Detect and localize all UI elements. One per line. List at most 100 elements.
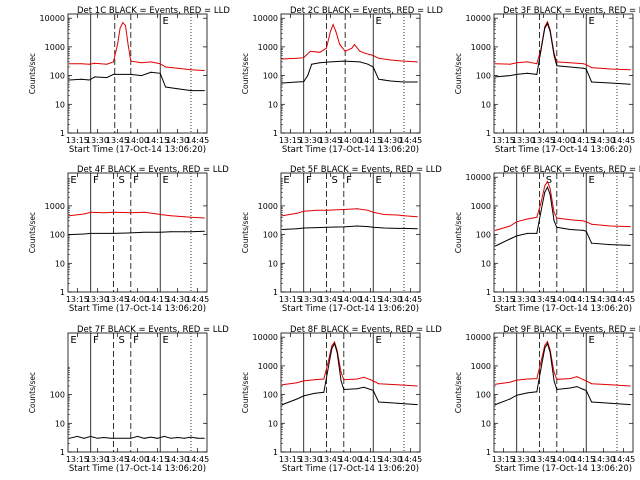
data-point-events: [281, 229, 283, 230]
x-tick-label: 14:00: [552, 455, 575, 464]
data-point-events: [526, 232, 528, 234]
data-point-lld: [591, 223, 593, 225]
data-point-events: [553, 220, 555, 222]
data-point-events: [159, 72, 161, 74]
data-point-events: [629, 83, 631, 85]
segment-label: E: [589, 335, 595, 346]
data-point-events: [190, 90, 192, 92]
data-point-lld: [526, 378, 528, 380]
x-axis-label: Start Time (17-Oct-14 13:06:20): [69, 304, 206, 314]
x-tick-label: 14:30: [166, 295, 189, 304]
plot-frame: [67, 332, 208, 453]
x-tick-label: 14:15: [146, 136, 169, 145]
y-tick-label: 100: [263, 72, 278, 81]
chart-title: Det 5F BLACK = Events, RED = LLD: [290, 165, 442, 175]
y-tick-label: 10000: [466, 333, 491, 342]
data-point-lld: [159, 63, 161, 65]
x-tick-label: 14:15: [572, 455, 595, 464]
x-tick-label: 14:00: [126, 455, 149, 464]
y-tick-label: 100: [50, 231, 65, 240]
data-point-lld: [516, 379, 518, 381]
data-point-lld: [351, 47, 353, 49]
data-point-events: [494, 76, 496, 78]
segment-label: F: [93, 175, 99, 186]
data-point-events: [540, 211, 542, 213]
data-point-events: [556, 389, 558, 390]
data-point-lld: [296, 212, 298, 214]
x-axis-label: Start Time (17-Oct-14 13:06:20): [495, 464, 632, 474]
data-point-lld: [203, 70, 205, 71]
data-point-events: [370, 389, 371, 390]
data-point-lld: [556, 378, 558, 380]
data-point-lld: [281, 384, 283, 386]
data-point-lld: [157, 213, 158, 215]
data-point-lld: [585, 380, 587, 382]
series-line-lld: [69, 21, 205, 71]
data-point-lld: [119, 27, 121, 29]
data-point-events: [343, 226, 345, 228]
x-tick-label: 13:15: [279, 295, 302, 304]
data-point-events: [334, 343, 335, 345]
data-point-events: [583, 67, 584, 69]
x-tick-label: 13:30: [299, 295, 322, 304]
data-point-events: [130, 437, 132, 439]
data-point-events: [390, 80, 392, 82]
data-point-events: [203, 230, 205, 232]
series-line-lld: [69, 211, 205, 219]
data-point-lld: [150, 61, 152, 63]
data-point-lld: [296, 382, 298, 384]
x-tick-label: 14:15: [572, 295, 595, 304]
data-point-events: [170, 437, 172, 439]
data-point-events: [340, 380, 342, 382]
data-point-events: [569, 229, 571, 230]
y-axis-label: Counts/sec: [241, 212, 250, 253]
data-point-events: [509, 238, 511, 240]
x-tick-label: 14:00: [552, 136, 575, 145]
y-axis-label: Counts/sec: [241, 53, 250, 94]
data-point-lld: [509, 381, 511, 383]
x-tick-label: 14:30: [592, 455, 615, 464]
data-point-events: [83, 233, 85, 235]
y-tick-label: 1000: [258, 43, 278, 52]
x-tick-label: 14:15: [146, 455, 169, 464]
data-point-lld: [83, 213, 85, 215]
data-point-lld: [130, 60, 132, 62]
data-point-events: [68, 79, 70, 81]
data-point-events: [281, 404, 283, 406]
x-tick-label: 13:45: [106, 136, 129, 145]
data-point-events: [141, 75, 142, 77]
data-point-events: [90, 232, 92, 234]
data-point-lld: [125, 25, 126, 27]
x-tick-label: 13:45: [319, 455, 342, 464]
data-point-lld: [372, 55, 374, 56]
data-point-events: [609, 244, 611, 246]
data-point-events: [94, 76, 96, 78]
data-point-lld: [94, 62, 96, 64]
x-tick-label: 14:30: [379, 136, 402, 145]
data-point-events: [183, 231, 185, 233]
data-point-lld: [190, 69, 192, 71]
y-tick-label: 100: [50, 391, 65, 400]
data-point-events: [516, 394, 518, 396]
data-point-events: [403, 227, 405, 229]
x-tick-label: 13:45: [319, 295, 342, 304]
data-point-events: [540, 369, 542, 370]
data-point-events: [296, 398, 298, 400]
x-tick-label: 14:45: [399, 455, 422, 464]
data-point-lld: [319, 51, 321, 53]
segment-label: E: [376, 16, 382, 27]
data-point-events: [629, 404, 631, 406]
data-point-events: [159, 231, 161, 233]
data-point-lld: [344, 50, 346, 52]
data-point-lld: [544, 344, 546, 346]
x-tick-label: 14:00: [339, 455, 362, 464]
chart-title: Det 9F BLACK = Events, RED = LLD: [503, 325, 640, 335]
data-point-events: [68, 437, 70, 439]
data-point-lld: [547, 341, 548, 343]
x-tick-label: 13:30: [512, 136, 535, 145]
data-point-events: [556, 65, 558, 67]
data-point-lld: [372, 380, 374, 382]
y-axis-label: Counts/sec: [454, 53, 463, 94]
x-tick-label: 14:00: [552, 295, 575, 304]
data-point-lld: [591, 67, 593, 69]
